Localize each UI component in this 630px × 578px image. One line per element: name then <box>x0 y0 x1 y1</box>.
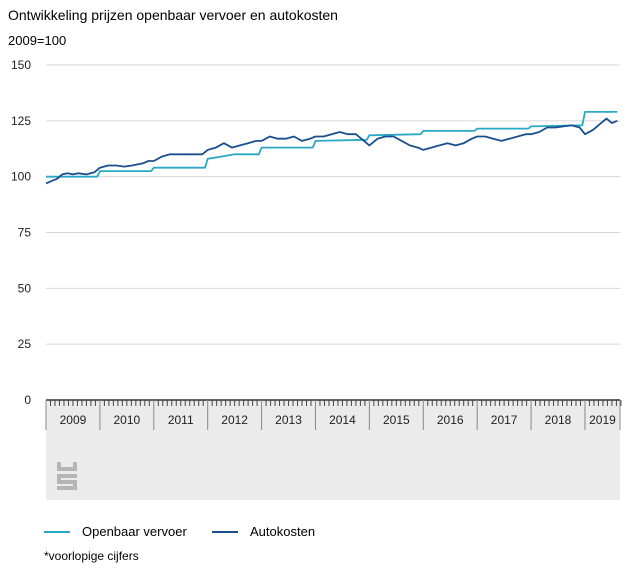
logo-shape <box>57 462 61 471</box>
x-tick-label-2015: 2015 <box>383 413 410 427</box>
footnote: *voorlopige cijfers <box>44 549 139 563</box>
x-tick-label-2012: 2012 <box>221 413 248 427</box>
logo-shape <box>57 486 77 490</box>
y-tick-label-125: 125 <box>11 114 31 128</box>
y-tick-label-0: 0 <box>24 393 31 407</box>
logo-shape <box>73 480 77 490</box>
series-lines <box>45 111 618 185</box>
chart-subtitle: 2009=100 <box>8 33 67 48</box>
legend-item-openbaar-vervoer[interactable]: Openbaar vervoer <box>44 524 187 539</box>
x-tick-label-2018: 2018 <box>545 413 572 427</box>
x-tick-label-2009: 2009 <box>60 413 87 427</box>
series-line-openbaar-vervoer <box>46 111 618 178</box>
y-tick-label-50: 50 <box>18 281 32 295</box>
x-tick-label-2017: 2017 <box>491 413 518 427</box>
series-line-autokosten <box>45 117 618 185</box>
x-tick-label-2013: 2013 <box>275 413 302 427</box>
y-tick-label-100: 100 <box>11 170 31 184</box>
x-tick-label-2010: 2010 <box>113 413 140 427</box>
legend-label-autokosten: Autokosten <box>250 524 316 539</box>
x-tick-label-2011: 2011 <box>168 413 194 427</box>
logo-shape <box>57 474 61 484</box>
legend-swatch-openbaar-vervoer <box>44 530 70 533</box>
line-chart: 0 25 50 75 100 125 150 2009 2010 2011 2012 2013 201… <box>11 58 622 500</box>
logo-shape <box>57 467 77 471</box>
legend-label-openbaar-vervoer: Openbaar vervoer <box>82 524 187 539</box>
legend-item-autokosten[interactable]: Autokosten <box>212 524 315 539</box>
gridlines <box>46 64 620 345</box>
logo-shape <box>57 480 77 484</box>
x-tick-label-2016: 2016 <box>437 413 464 427</box>
y-tick-label-75: 75 <box>18 226 32 240</box>
cbs-logo <box>57 462 77 490</box>
legend-swatch-autokosten <box>212 530 238 533</box>
axis-band <box>46 400 620 500</box>
logo-shape <box>57 474 77 478</box>
chart-background <box>46 400 620 500</box>
x-tick-label-2014: 2014 <box>329 413 356 427</box>
y-axis-labels: 0 25 50 75 100 125 150 <box>11 58 31 407</box>
logo-shape <box>73 462 77 471</box>
x-axis: 2009 2010 2011 2012 2013 2014 2015 2016 2017 2018… <box>45 399 622 430</box>
chart-title: Ontwikkeling prijzen openbaar vervoer en… <box>8 7 338 23</box>
x-tick-label-2019: 2019 <box>589 413 616 427</box>
y-tick-label-150: 150 <box>11 58 31 72</box>
y-tick-label-25: 25 <box>18 337 32 351</box>
